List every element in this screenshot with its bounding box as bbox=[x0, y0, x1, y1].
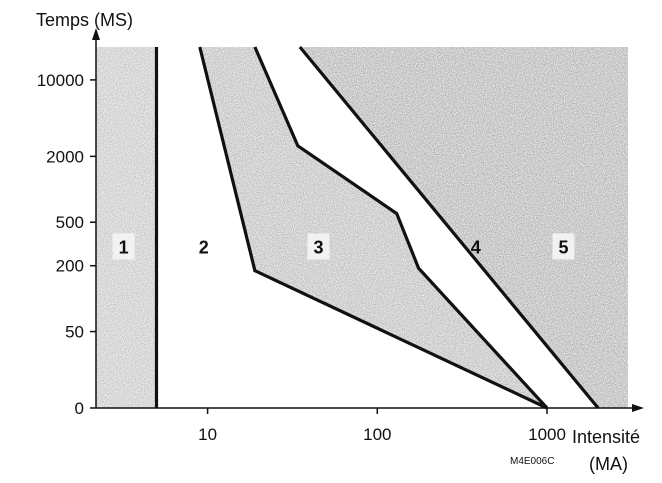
figure-reference: M4E006C bbox=[510, 456, 554, 467]
zone-label-5: 5 bbox=[558, 237, 568, 257]
y-tick-label: 200 bbox=[56, 257, 84, 276]
zone-label-4: 4 bbox=[471, 237, 481, 257]
y-axis-title: Temps (MS) bbox=[36, 10, 133, 30]
y-tick-label: 50 bbox=[65, 323, 84, 342]
zones-layer bbox=[96, 47, 628, 408]
zone-label-box-3 bbox=[307, 233, 330, 260]
y-tick-label: 500 bbox=[56, 213, 84, 232]
y-tick-label: 10000 bbox=[37, 71, 84, 90]
boundary-line-b bbox=[253, 46, 549, 410]
y-axis-arrow bbox=[92, 28, 100, 40]
x-tick-label: 1000 bbox=[528, 425, 566, 444]
zone-5-area bbox=[299, 47, 628, 408]
x-axis-title-line1: Intensité bbox=[572, 427, 640, 447]
boundary-line-c bbox=[298, 45, 600, 410]
x-axis-title-line2: (MA) bbox=[589, 454, 628, 474]
x-axis-arrow bbox=[632, 404, 644, 412]
zone-label-box-1 bbox=[112, 233, 135, 260]
zone-label-3: 3 bbox=[313, 237, 323, 257]
boundary-lines bbox=[154, 45, 600, 410]
y-tick-label: 0 bbox=[75, 399, 84, 418]
x-tick-label: 10 bbox=[198, 425, 217, 444]
zone-3-area bbox=[199, 47, 548, 408]
zone-label-box-5 bbox=[552, 233, 575, 260]
x-tick-label: 100 bbox=[363, 425, 391, 444]
tick-marks: 0 50 200 500 2000 10000 10 100 1000 bbox=[37, 71, 566, 444]
zone-labels: 1 2 3 4 5 bbox=[112, 233, 575, 260]
zone-1-area bbox=[96, 47, 157, 408]
zone-label-2: 2 bbox=[199, 237, 209, 257]
y-tick-label: 2000 bbox=[46, 147, 84, 166]
axes bbox=[92, 28, 644, 412]
zone-label-1: 1 bbox=[119, 237, 129, 257]
boundary-line-b_left bbox=[198, 46, 548, 410]
